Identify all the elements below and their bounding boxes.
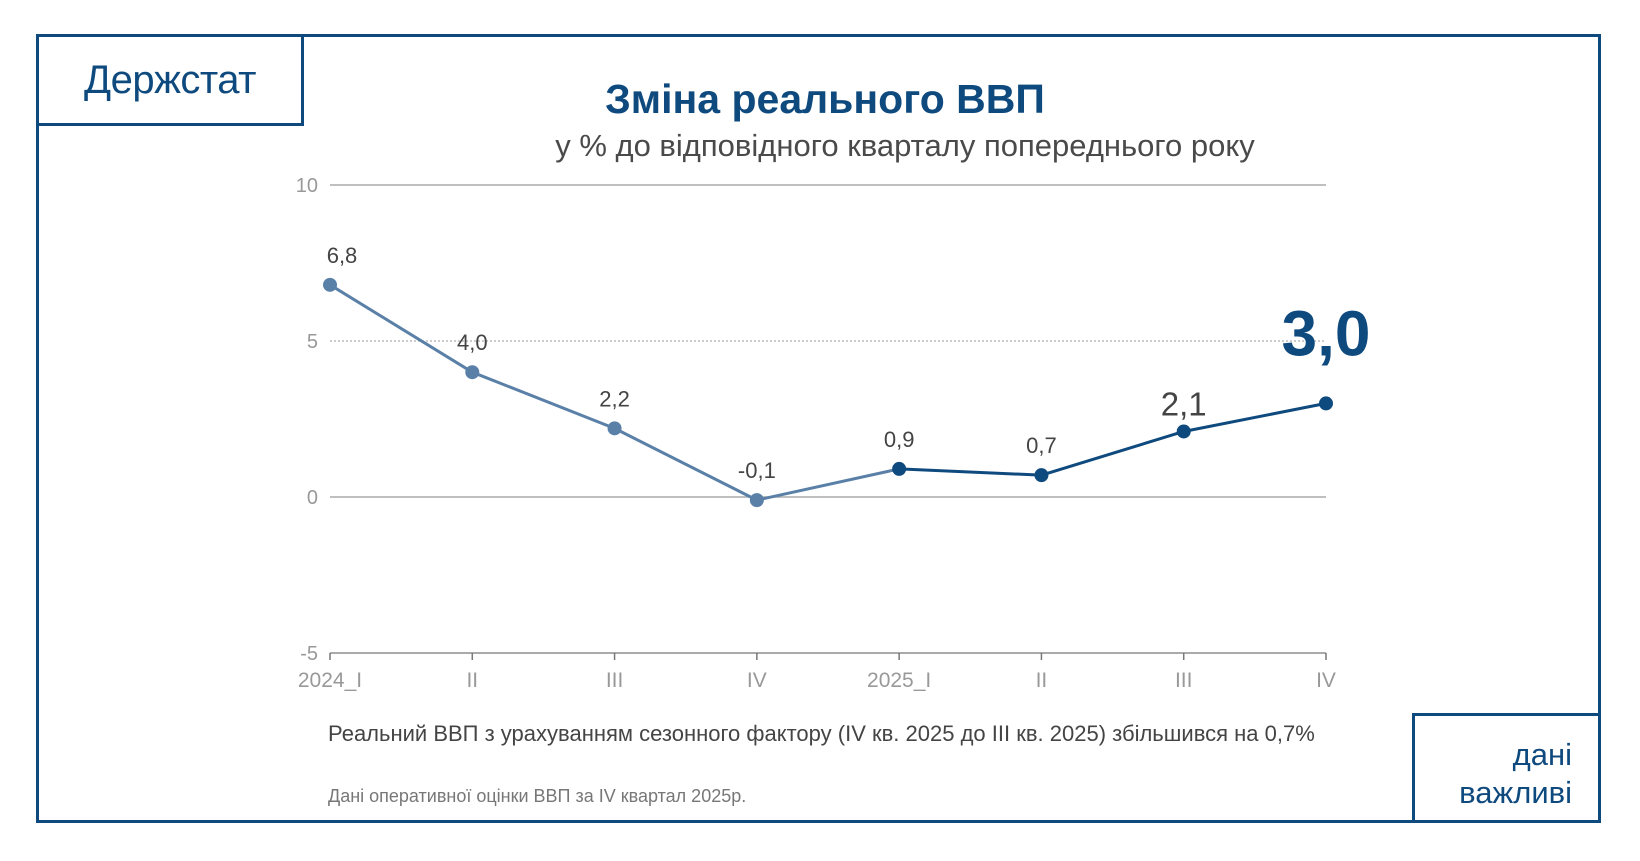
logo: Держстат xyxy=(36,34,304,126)
x-tick-label: IV xyxy=(747,669,767,692)
data-point xyxy=(607,421,622,436)
series-segment xyxy=(613,427,758,502)
data-point xyxy=(323,277,337,292)
x-tick-label: 2024_I xyxy=(298,669,362,692)
series-segment xyxy=(756,467,900,502)
data-point xyxy=(892,461,907,476)
series-segment xyxy=(1040,430,1185,477)
y-tick-label: 5 xyxy=(307,331,318,353)
x-tick-label: III xyxy=(1175,669,1193,692)
data-point xyxy=(1319,396,1333,411)
data-point xyxy=(749,493,764,508)
x-tick-label: 2025_I xyxy=(867,669,931,692)
data-point xyxy=(1176,424,1191,439)
y-tick-label: 0 xyxy=(307,487,318,509)
x-tick-label: IV xyxy=(1316,669,1336,692)
data-point xyxy=(1034,468,1049,483)
slogan-line2: важливі xyxy=(1459,775,1572,810)
data-label: 3,0 xyxy=(1282,297,1371,369)
y-tick-label: 10 xyxy=(296,175,318,197)
outer-frame xyxy=(36,34,1601,823)
data-label: 6,8 xyxy=(327,243,358,268)
data-label: 2,1 xyxy=(1161,385,1207,422)
source-note: Дані оперативної оцінки ВВП за IV кварта… xyxy=(328,786,747,806)
data-label: 4,0 xyxy=(457,330,488,355)
x-tick-label: III xyxy=(606,669,624,692)
data-label: -0,1 xyxy=(738,458,776,483)
series-segment xyxy=(1183,401,1327,433)
slogan-badge: дані важливі xyxy=(1412,713,1601,823)
data-point xyxy=(465,365,480,380)
data-label: 2,2 xyxy=(599,386,630,411)
x-tick-label: II xyxy=(466,669,478,692)
data-label: 0,9 xyxy=(884,427,915,452)
chart-subtitle: у % до відповідного кварталу попередньог… xyxy=(555,128,1255,163)
series-segment xyxy=(329,283,474,374)
series-segment xyxy=(899,467,1042,477)
seasonal-note: Реальний ВВП з урахуванням сезонного фак… xyxy=(328,721,1315,746)
chart-title: Зміна реального ВВП xyxy=(605,76,1045,122)
x-tick-label: II xyxy=(1036,669,1048,692)
series-segment xyxy=(471,370,616,430)
y-tick-label: -5 xyxy=(300,643,318,665)
data-label: 0,7 xyxy=(1026,433,1057,458)
slogan-line1: дані xyxy=(1512,737,1572,772)
